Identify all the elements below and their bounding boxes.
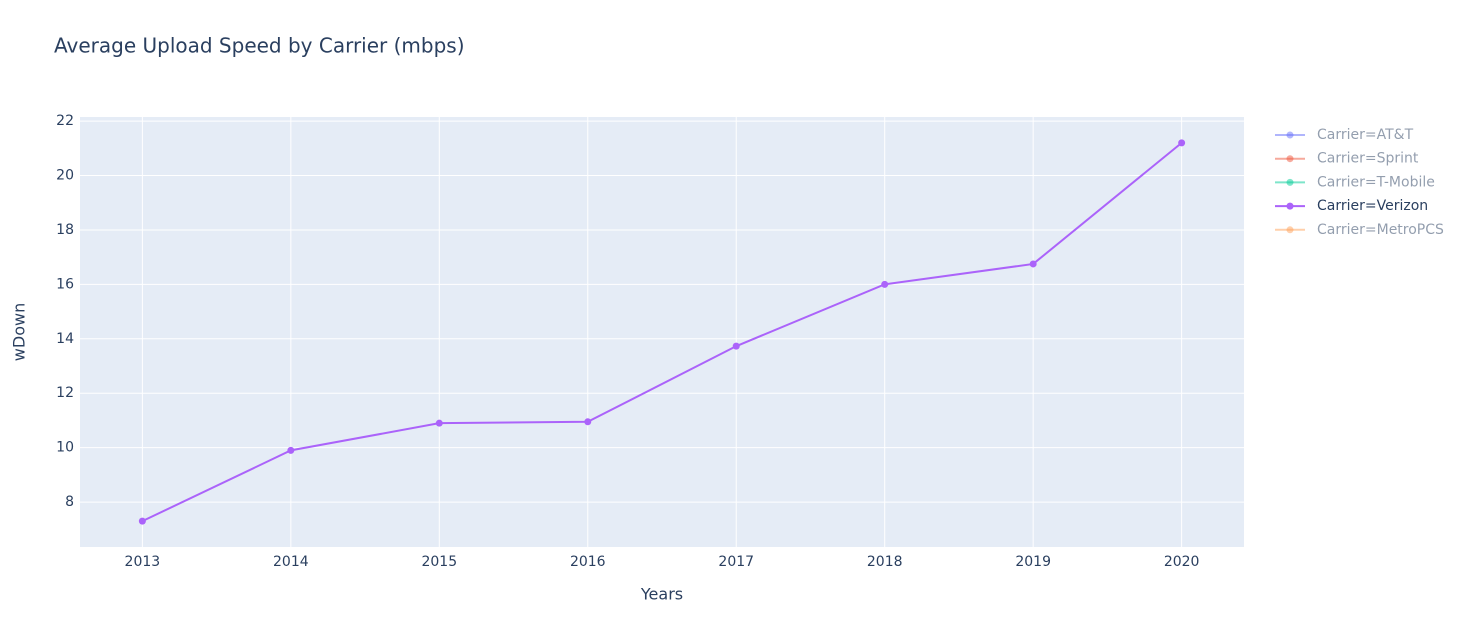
marker xyxy=(287,446,295,454)
y-tick-label: 12 xyxy=(56,385,74,401)
marker xyxy=(1178,139,1186,147)
x-axis-label: Years xyxy=(640,585,683,604)
x-tick-label: 2015 xyxy=(421,554,457,570)
marker xyxy=(435,419,443,427)
y-tick-label: 14 xyxy=(56,331,74,347)
marker xyxy=(138,517,146,525)
x-tick-label: 2014 xyxy=(273,554,309,570)
marker xyxy=(881,280,889,288)
y-tick-label: 18 xyxy=(56,222,74,238)
x-tick-label: 2019 xyxy=(1015,554,1051,570)
legend-marker xyxy=(1286,202,1294,210)
marker xyxy=(1029,260,1037,268)
line xyxy=(141,142,1183,523)
legend-label[interactable]: Carrier=AT&T xyxy=(1317,127,1414,143)
x-tick-label: 2018 xyxy=(867,554,903,570)
y-tick-label: 10 xyxy=(56,440,74,456)
y-tick-label: 8 xyxy=(65,494,74,510)
x-tick-label: 2020 xyxy=(1164,554,1200,570)
marker xyxy=(732,342,740,350)
plot-area xyxy=(80,117,1244,547)
y-tick-label: 20 xyxy=(56,168,74,184)
marker xyxy=(584,418,592,426)
chart-title: Average Upload Speed by Carrier (mbps) xyxy=(54,34,465,58)
x-tick-label: 2016 xyxy=(570,554,606,570)
x-tick-label: 2013 xyxy=(125,554,161,570)
legend-marker xyxy=(1286,226,1294,234)
legend-marker xyxy=(1286,155,1294,163)
legend-marker xyxy=(1286,131,1294,139)
legend-label[interactable]: Carrier=Verizon xyxy=(1317,198,1428,214)
x-tick-label: 2017 xyxy=(718,554,754,570)
y-tick-label: 22 xyxy=(56,113,74,129)
legend-label[interactable]: Carrier=T-Mobile xyxy=(1317,174,1435,190)
legend-marker xyxy=(1286,178,1294,186)
y-tick-label: 16 xyxy=(56,276,74,292)
legend-label[interactable]: Carrier=MetroPCS xyxy=(1317,222,1444,238)
legend-label[interactable]: Carrier=Sprint xyxy=(1317,151,1419,167)
y-axis-label: wDown xyxy=(10,303,29,361)
